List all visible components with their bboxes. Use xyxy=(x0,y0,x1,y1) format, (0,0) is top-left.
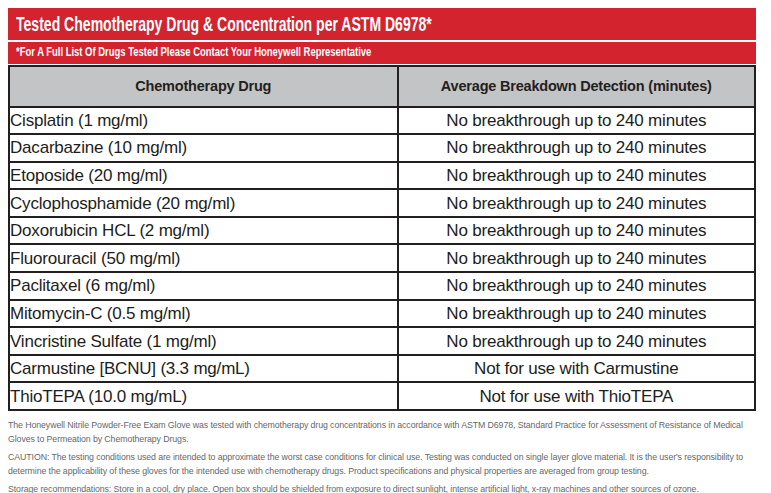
footnote-testing: The Honeywell Nitrile Powder-Free Exam G… xyxy=(8,419,756,446)
detection-cell: No breakthrough up to 240 minutes xyxy=(398,300,755,328)
detection-cell: Not for use with ThioTEPA xyxy=(398,382,755,410)
footnotes: The Honeywell Nitrile Powder-Free Exam G… xyxy=(8,419,756,493)
drug-cell: Fluorouracil (50 mg/ml) xyxy=(9,244,398,272)
chemotherapy-table: Chemotherapy Drug Average Breakdown Dete… xyxy=(8,65,756,412)
drug-cell: Etoposide (20 mg/ml) xyxy=(9,162,398,190)
detection-cell: No breakthrough up to 240 minutes xyxy=(398,189,755,217)
table-row: Cyclophosphamide (20 mg/ml) No breakthro… xyxy=(9,189,755,217)
table-header-row: Chemotherapy Drug Average Breakdown Dete… xyxy=(9,66,755,107)
table-header: Chemotherapy Drug Average Breakdown Dete… xyxy=(9,66,755,107)
detection-cell: No breakthrough up to 240 minutes xyxy=(398,134,755,162)
drug-cell: Carmustine [BCNU] (3.3 mg/mL) xyxy=(9,355,398,383)
table-row: Paclitaxel (6 mg/ml) No breakthrough up … xyxy=(9,272,755,300)
detection-cell: No breakthrough up to 240 minutes xyxy=(398,162,755,190)
footnote-storage: Storage recommendations: Store in a cool… xyxy=(8,483,756,493)
table-row: Cisplatin (1 mg/ml) No breakthrough up t… xyxy=(9,107,755,135)
datasheet-section: Tested Chemotherapy Drug & Concentration… xyxy=(0,0,771,493)
table-subtitle: *For A Full List Of Drugs Tested Please … xyxy=(16,44,371,60)
table-title-line: Tested Chemotherapy Drug & Concentration… xyxy=(8,8,756,40)
footnote-caution: CAUTION: The testing conditions used are… xyxy=(8,451,756,478)
table-row: ThioTEPA (10.0 mg/mL) Not for use with T… xyxy=(9,382,755,410)
drug-cell: Vincristine Sulfate (1 mg/ml) xyxy=(9,327,398,355)
drug-cell: Cisplatin (1 mg/ml) xyxy=(9,107,398,135)
table-title: Tested Chemotherapy Drug & Concentration… xyxy=(16,12,432,37)
table-row: Doxorubicin HCL (2 mg/ml) No breakthroug… xyxy=(9,217,755,245)
table-row: Mitomycin-C (0.5 mg/ml) No breakthrough … xyxy=(9,300,755,328)
column-header-drug: Chemotherapy Drug xyxy=(9,66,398,107)
table-subtitle-line: *For A Full List Of Drugs Tested Please … xyxy=(8,42,756,64)
detection-cell: No breakthrough up to 240 minutes xyxy=(398,107,755,135)
detection-cell: No breakthrough up to 240 minutes xyxy=(398,327,755,355)
drug-cell: ThioTEPA (10.0 mg/mL) xyxy=(9,382,398,410)
table-row: Vincristine Sulfate (1 mg/ml) No breakth… xyxy=(9,327,755,355)
table-row: Dacarbazine (10 mg/ml) No breakthrough u… xyxy=(9,134,755,162)
column-header-detection: Average Breakdown Detection (minutes) xyxy=(398,66,755,107)
drug-cell: Paclitaxel (6 mg/ml) xyxy=(9,272,398,300)
table-row: Etoposide (20 mg/ml) No breakthrough up … xyxy=(9,162,755,190)
drug-cell: Cyclophosphamide (20 mg/ml) xyxy=(9,189,398,217)
drug-cell: Doxorubicin HCL (2 mg/ml) xyxy=(9,217,398,245)
detection-cell: No breakthrough up to 240 minutes xyxy=(398,217,755,245)
drug-cell: Mitomycin-C (0.5 mg/ml) xyxy=(9,300,398,328)
detection-cell: Not for use with Carmustine xyxy=(398,355,755,383)
table-row: Carmustine [BCNU] (3.3 mg/mL) Not for us… xyxy=(9,355,755,383)
detection-cell: No breakthrough up to 240 minutes xyxy=(398,272,755,300)
drug-cell: Dacarbazine (10 mg/ml) xyxy=(9,134,398,162)
table-body: Cisplatin (1 mg/ml) No breakthrough up t… xyxy=(9,107,755,411)
table-row: Fluorouracil (50 mg/ml) No breakthrough … xyxy=(9,244,755,272)
table-title-banner: Tested Chemotherapy Drug & Concentration… xyxy=(8,8,756,64)
detection-cell: No breakthrough up to 240 minutes xyxy=(398,244,755,272)
